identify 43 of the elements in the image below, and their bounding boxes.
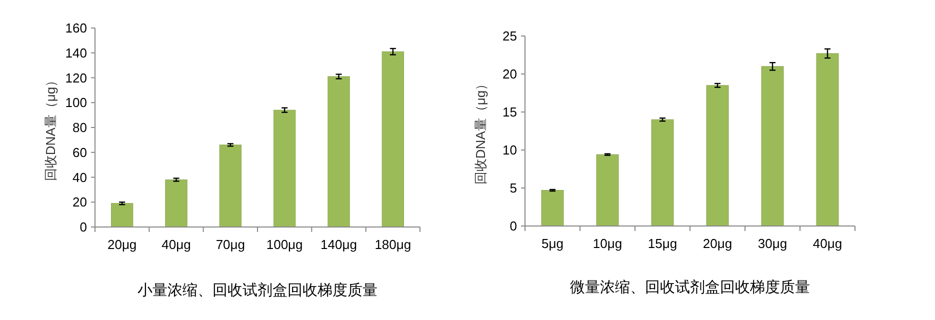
y-axis-title: 回收DNA量（μg）: [43, 74, 58, 182]
x-tick-label: 140μg: [320, 237, 357, 252]
y-tick-label: 100: [65, 95, 87, 110]
bar: [274, 110, 296, 228]
bar: [706, 85, 729, 226]
x-tick-label: 100μg: [266, 237, 303, 252]
y-tick-label: 160: [65, 20, 87, 36]
y-tick-label: 120: [65, 70, 87, 86]
y-tick-label: 80: [72, 120, 87, 136]
y-tick-label: 20: [72, 194, 87, 210]
x-tick-label: 10μg: [592, 236, 622, 251]
bar: [596, 154, 619, 226]
bar: [382, 51, 404, 228]
x-tick-label: 40μg: [162, 237, 191, 252]
x-tick-label: 20μg: [107, 237, 137, 252]
bar: [761, 66, 784, 226]
y-tick-label: 10: [502, 142, 517, 158]
x-tick-label: 70μg: [216, 237, 246, 252]
text: 微量浓缩、回收试剂盒回收梯度质量: [570, 279, 810, 296]
bar: [328, 76, 350, 228]
y-tick-label: 60: [72, 144, 87, 160]
x-tick-label: 5μg: [542, 236, 564, 251]
text: 小量浓缩、回收试剂盒回收梯度质量: [138, 282, 378, 299]
y-tick-label: 5: [510, 180, 517, 196]
y-tick-label: 25: [502, 28, 517, 44]
x-tick-label: 15μg: [648, 236, 678, 251]
x-tick-label: 30μg: [758, 236, 788, 251]
bar: [219, 144, 242, 228]
bar: [651, 119, 674, 226]
y-tick-label: 140: [65, 45, 87, 60]
bar: [816, 53, 839, 226]
y-tick-label: 20: [502, 66, 517, 82]
y-tick-label: 0: [510, 218, 517, 234]
bar: [111, 203, 134, 228]
bar: [541, 190, 564, 226]
y-axis-title: 回收DNA量（μg）: [473, 77, 488, 185]
y-tick-label: 0: [80, 220, 87, 235]
x-tick-label: 180μg: [374, 237, 412, 252]
x-tick-label: 20μg: [702, 236, 732, 251]
y-tick-label: 40: [72, 170, 87, 185]
y-tick-label: 15: [502, 104, 517, 120]
x-tick-label: 40μg: [812, 236, 842, 251]
bar: [165, 179, 188, 228]
